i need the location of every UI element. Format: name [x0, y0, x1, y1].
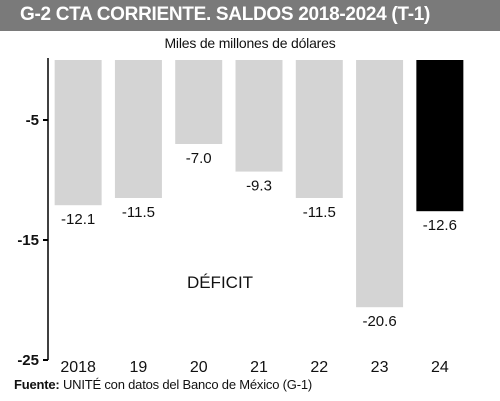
source-text: UNITÉ con datos del Banco de México (G-1…: [59, 377, 312, 392]
x-tick-label-24: 24: [431, 359, 449, 376]
annotation-deficit: DÉFICIT: [187, 273, 253, 292]
y-tick-label-2: -25: [17, 352, 39, 369]
chart-subtitle: Miles de millones de dólares: [164, 35, 336, 51]
bar-20: [175, 60, 223, 144]
bar-23: [356, 60, 404, 308]
y-tick-label-0: -5: [26, 112, 39, 129]
data-label-23: -20.6: [362, 313, 396, 330]
data-label-21: -9.3: [246, 178, 272, 195]
bar-21: [235, 60, 283, 172]
x-tick-label-2018: 2018: [60, 359, 96, 376]
chart-title: G-2 CTA CORRIENTE. SALDOS 2018-2024 (T-1…: [20, 4, 431, 25]
bar-24: [416, 60, 464, 212]
data-label-22: -11.5: [303, 204, 336, 221]
x-tick-label-22: 22: [310, 359, 328, 376]
source-note: Fuente: UNITÉ con datos del Banco de Méx…: [14, 377, 312, 392]
x-tick-label-20: 20: [190, 359, 208, 376]
bar-22: [295, 60, 343, 198]
x-tick-label-23: 23: [371, 359, 389, 376]
bar-2018: [54, 60, 102, 206]
x-tick-label-19: 19: [130, 359, 148, 376]
title-bar: G-2 CTA CORRIENTE. SALDOS 2018-2024 (T-1…: [0, 0, 500, 31]
data-label-20: -7.0: [186, 150, 212, 167]
y-tick-label-1: -15: [17, 232, 39, 249]
data-label-19: -11.5: [122, 204, 155, 221]
data-label-24: -12.6: [423, 217, 457, 234]
source-label: Fuente:: [14, 377, 60, 392]
data-label-2018: -12.1: [61, 211, 95, 228]
x-tick-label-21: 21: [250, 359, 268, 376]
bar-19: [114, 60, 162, 198]
